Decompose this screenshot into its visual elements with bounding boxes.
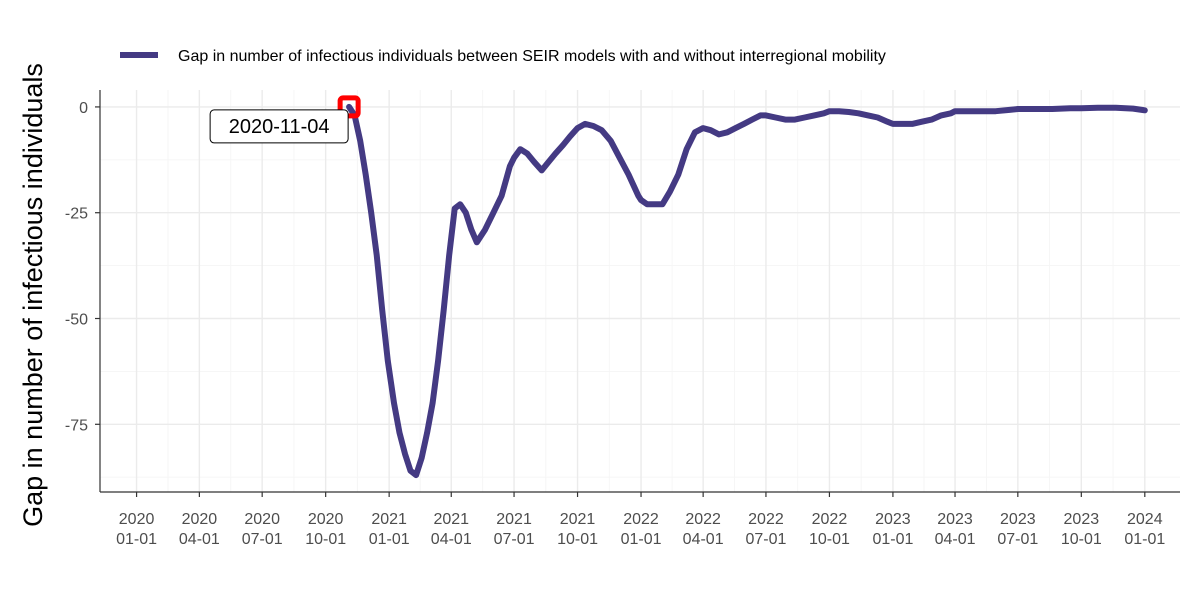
x-tick-label: 2021 07-01	[494, 511, 535, 548]
axes-frame	[99, 90, 1180, 493]
annotation-label: 2020-11-04	[229, 116, 330, 138]
annotation-label-box	[209, 109, 349, 144]
x-tick-label: 2022 10-01	[809, 511, 850, 548]
y-axis-title: Gap in number of infectious individuals	[18, 63, 48, 527]
x-tick-label: 2020 10-01	[305, 511, 346, 548]
tick-labels: 0 -25 -50 -75 2020 01-01 2020 04-01 2020 07-01 202…	[65, 100, 1165, 548]
annotation-layer: 2020-11-04	[209, 95, 361, 144]
legend-label: Gap in number of infectious individuals …	[178, 48, 886, 65]
x-tick-label: 2020 04-01	[179, 511, 220, 548]
x-tick-label: 2020 07-01	[242, 511, 283, 548]
x-tick-label: 2023 01-01	[872, 511, 913, 548]
grid-lines	[100, 90, 1180, 492]
x-tick-label: 2022 01-01	[621, 511, 662, 548]
x-tick-label: 2021 01-01	[369, 511, 410, 548]
y-tick-label: 0	[79, 100, 88, 117]
y-tick-label: -25	[65, 206, 88, 223]
x-tick-label: 2023 04-01	[935, 511, 976, 548]
series-lines	[346, 103, 1148, 479]
x-tick-label: 2022 07-01	[745, 511, 786, 548]
x-tick-label: 2020 01-01	[116, 511, 157, 548]
series-line-0	[346, 103, 1148, 479]
x-tick-label: 2021 10-01	[557, 511, 598, 548]
x-tick-label: 2021 04-01	[431, 511, 472, 548]
y-tick-label: -50	[65, 312, 88, 329]
x-tick-label: 2022 04-01	[683, 511, 724, 548]
panel-background	[100, 90, 1180, 492]
annotation-marker	[337, 95, 361, 119]
x-tick-label: 2023 07-01	[997, 511, 1038, 548]
legend: Gap in number of infectious individuals …	[120, 48, 886, 65]
plot-panel	[100, 90, 1180, 492]
x-tick-label: 2024 01-01	[1124, 511, 1165, 548]
y-tick-label: -75	[65, 417, 88, 434]
x-tick-label: 2023 10-01	[1061, 511, 1102, 548]
